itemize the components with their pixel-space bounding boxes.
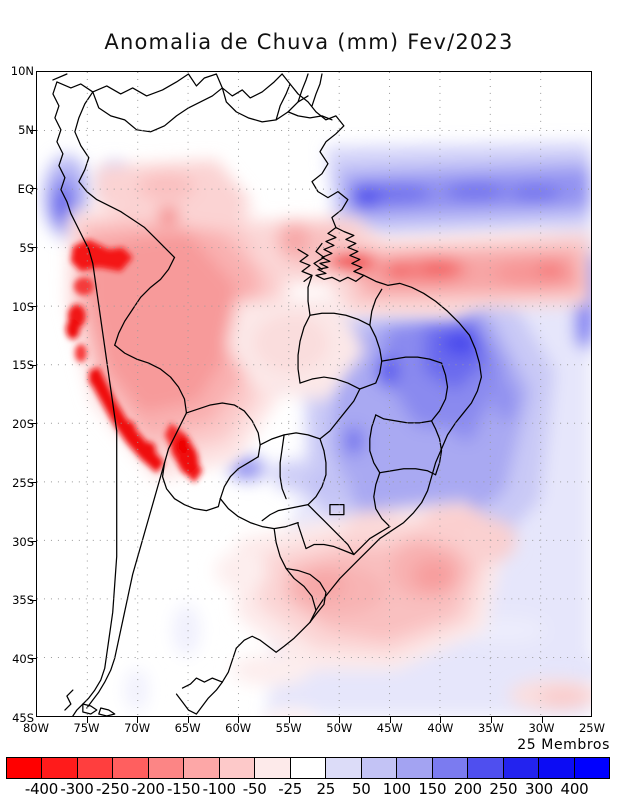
colorbar-tick-label: 200 (453, 780, 482, 798)
map-plot-area (36, 71, 592, 717)
x-tick-label: 25W (578, 721, 605, 735)
colorbar-swatch (468, 758, 504, 778)
y-tick-label: 15S (12, 358, 34, 372)
colorbar-swatch (113, 758, 149, 778)
y-tick-label: 40S (12, 652, 34, 666)
colorbar-tick-label: -50 (242, 780, 267, 798)
colorbar-swatch (574, 758, 609, 778)
colorbar-tick-label: -25 (278, 780, 303, 798)
x-tick-label: 60W (225, 721, 252, 735)
colorbar-tick-label: 25 (316, 780, 336, 798)
colorbar-swatch (148, 758, 185, 778)
colorbar-tick-label: -150 (166, 780, 201, 798)
x-tick-label: 70W (124, 721, 151, 735)
colorbar-swatch (290, 758, 327, 778)
colorbar-swatch (77, 758, 114, 778)
colorbar-swatch (255, 758, 291, 778)
x-tick-label: 40W (427, 721, 454, 735)
y-tick-label: 10S (12, 300, 34, 314)
colorbar-swatch (503, 758, 540, 778)
colorbar-tick-label: -250 (95, 780, 130, 798)
colorbar-tick-label: 150 (418, 780, 447, 798)
ensemble-members-label: 25 Membros (517, 737, 610, 753)
x-tick-label: 35W (477, 721, 504, 735)
y-tick-label: 5N (18, 123, 34, 137)
colorbar-tick-label: -200 (131, 780, 165, 798)
y-tick-label: 25S (12, 476, 34, 490)
y-tick-label: 5S (19, 241, 34, 255)
x-tick-label: 65W (174, 721, 201, 735)
colorbar-swatch (539, 758, 575, 778)
colorbar-tick-label: -400 (24, 780, 59, 798)
colorbar-swatch (7, 758, 43, 778)
colorbar-swatch (219, 758, 256, 778)
colorbar-tick-label: 300 (524, 780, 554, 798)
colorbar-tick-label: 50 (351, 780, 371, 798)
y-tick-label: 30S (12, 535, 34, 549)
colorbar-tick-label: 100 (382, 780, 411, 798)
map-gridlines (37, 72, 591, 716)
colorbar-tick-label: 400 (560, 780, 589, 798)
x-tick-label: 80W (22, 721, 49, 735)
x-tick-label: 45W (376, 721, 403, 735)
colorbar-tick-label: -300 (60, 780, 94, 798)
colorbar-swatch (42, 758, 78, 778)
y-tick-label: 10N (10, 64, 34, 78)
y-tick-label: 45S (12, 711, 34, 725)
colorbar-swatch (184, 758, 220, 778)
page-title: Anomalia de Chuva (mm) Fev/2023 (104, 30, 514, 54)
x-tick-label: 50W (326, 721, 353, 735)
y-tick-label: EQ (17, 182, 34, 196)
colorbar-tick-label: -100 (202, 780, 236, 798)
colorbar-tick-labels: -400 -300 -250 -200 -150 -100 -50 -25 25… (6, 780, 610, 800)
x-tick-label: 75W (73, 721, 100, 735)
y-tick-label: 20S (12, 417, 34, 431)
colorbar-swatch (326, 758, 362, 778)
x-tick-label: 55W (275, 721, 302, 735)
colorbar-swatch (397, 758, 433, 778)
colorbar-swatch (432, 758, 469, 778)
colorbar-swatch (361, 758, 398, 778)
y-tick-label: 35S (12, 593, 34, 607)
colorbar (6, 757, 610, 779)
colorbar-tick-label: 250 (489, 780, 518, 798)
x-tick-label: 30W (528, 721, 555, 735)
